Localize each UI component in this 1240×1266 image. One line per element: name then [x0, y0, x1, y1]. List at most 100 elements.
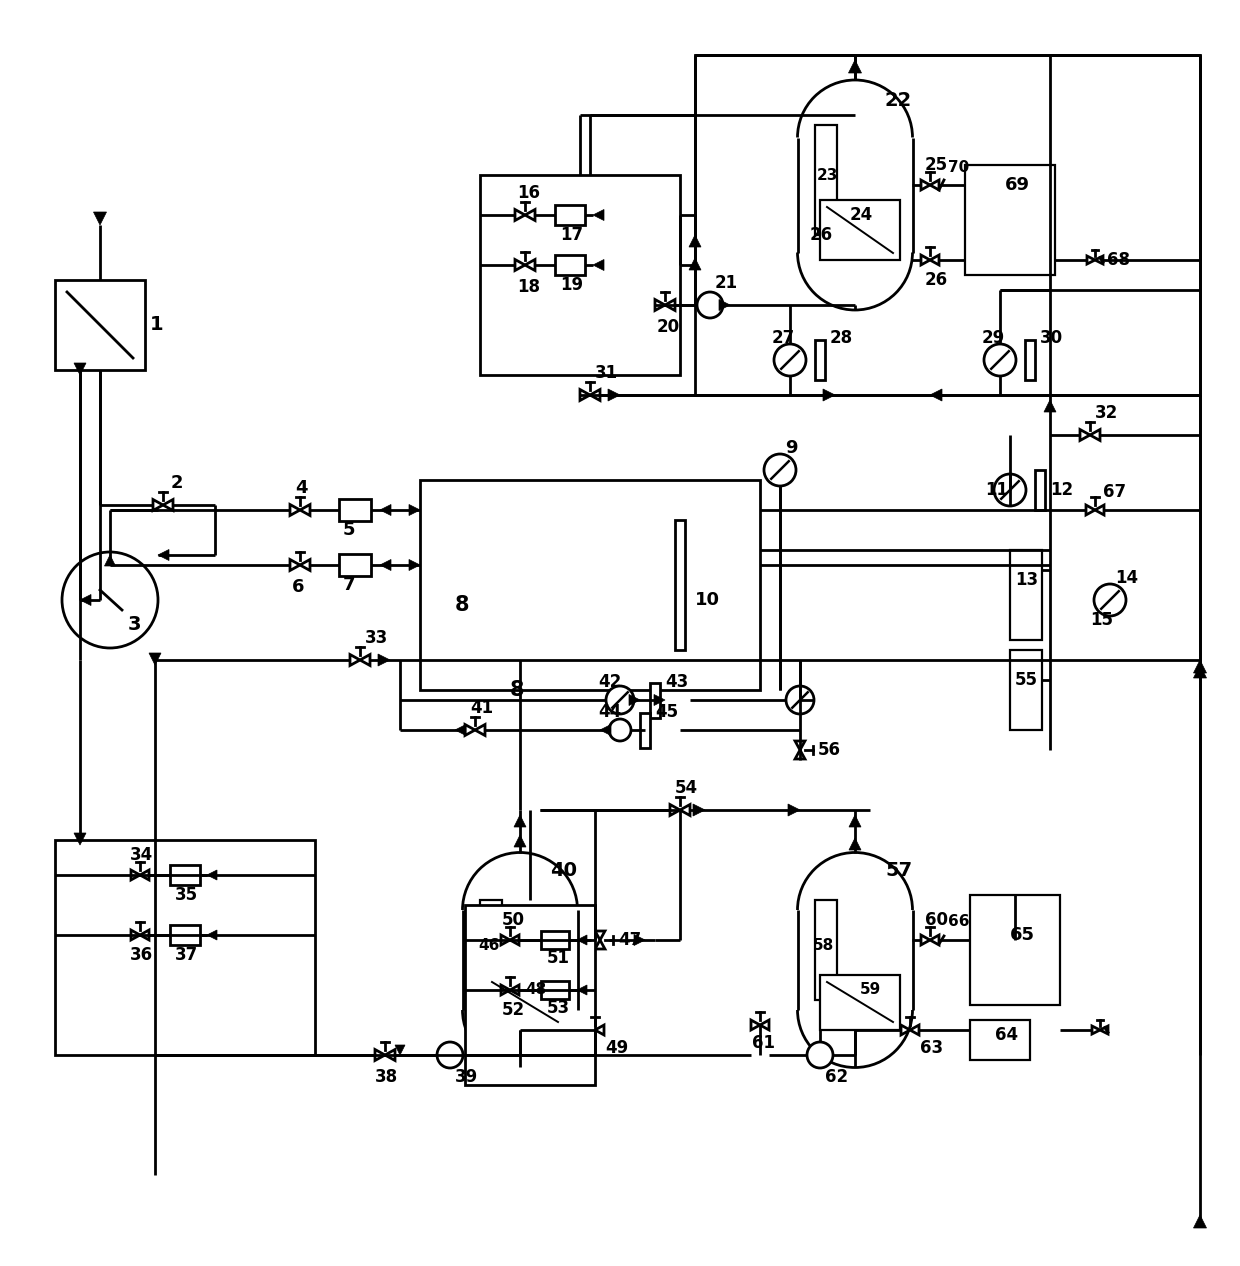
Polygon shape	[74, 833, 86, 844]
Text: 63: 63	[920, 1039, 944, 1057]
Polygon shape	[131, 931, 140, 939]
Text: 64: 64	[994, 1025, 1018, 1044]
Polygon shape	[751, 1020, 760, 1031]
Bar	[815, 341, 825, 380]
Polygon shape	[455, 724, 466, 736]
Polygon shape	[515, 836, 526, 847]
Polygon shape	[207, 870, 217, 880]
Polygon shape	[930, 389, 942, 401]
Polygon shape	[795, 741, 805, 749]
Polygon shape	[593, 209, 604, 220]
Text: 29: 29	[982, 329, 1006, 347]
Text: 38: 38	[374, 1069, 398, 1086]
Circle shape	[606, 686, 634, 714]
Bar	[820, 975, 900, 1031]
Text: 8: 8	[510, 680, 525, 700]
Text: 44: 44	[598, 703, 621, 722]
Polygon shape	[1193, 1215, 1207, 1228]
Polygon shape	[374, 1050, 384, 1061]
Bar	[541, 931, 569, 950]
Text: 21: 21	[715, 273, 738, 292]
Text: 53: 53	[547, 999, 570, 1017]
Text: 66: 66	[949, 914, 970, 929]
Bar	[650, 682, 660, 718]
Polygon shape	[153, 500, 162, 510]
Bar	[694, 54, 1200, 395]
Circle shape	[62, 552, 157, 648]
Bar	[965, 165, 1055, 275]
Text: 9: 9	[785, 439, 797, 457]
Text: 2: 2	[171, 473, 184, 492]
Polygon shape	[600, 724, 611, 736]
Bar	[1025, 341, 1035, 380]
Text: 50: 50	[502, 912, 525, 929]
Polygon shape	[140, 931, 149, 939]
Polygon shape	[300, 504, 310, 515]
Bar	[556, 205, 585, 225]
Text: 43: 43	[665, 674, 688, 691]
Polygon shape	[629, 695, 640, 705]
Polygon shape	[93, 211, 107, 225]
Polygon shape	[515, 815, 526, 827]
Text: 34: 34	[130, 846, 154, 863]
Circle shape	[436, 1042, 463, 1069]
Text: 51: 51	[547, 950, 570, 967]
Text: 17: 17	[560, 227, 583, 244]
Polygon shape	[593, 260, 604, 271]
Polygon shape	[409, 504, 420, 515]
Polygon shape	[475, 724, 485, 736]
Text: 27: 27	[773, 329, 795, 347]
Text: 25: 25	[925, 156, 949, 173]
Polygon shape	[525, 209, 534, 220]
Polygon shape	[670, 804, 680, 815]
Bar	[675, 520, 684, 649]
Text: 56: 56	[818, 741, 841, 760]
Polygon shape	[1100, 1025, 1109, 1034]
Bar	[1035, 470, 1045, 510]
Polygon shape	[1086, 505, 1095, 515]
Polygon shape	[1087, 256, 1095, 265]
Text: 14: 14	[1115, 568, 1138, 587]
Polygon shape	[849, 815, 861, 827]
Polygon shape	[1095, 256, 1104, 265]
Text: 7: 7	[343, 576, 356, 594]
Circle shape	[985, 344, 1016, 376]
Polygon shape	[378, 655, 391, 666]
Bar	[640, 713, 650, 747]
Text: 3: 3	[128, 615, 141, 634]
Text: 11: 11	[985, 481, 1008, 499]
Polygon shape	[760, 1020, 769, 1031]
Polygon shape	[290, 504, 300, 515]
Polygon shape	[595, 1025, 604, 1034]
Text: 12: 12	[1050, 481, 1073, 499]
Polygon shape	[910, 1025, 919, 1034]
Polygon shape	[525, 260, 534, 271]
Bar	[815, 900, 837, 1000]
Text: 54: 54	[675, 779, 698, 798]
Circle shape	[609, 719, 631, 741]
Text: 26: 26	[925, 271, 949, 289]
Text: 23: 23	[817, 167, 838, 182]
Polygon shape	[1092, 1025, 1100, 1034]
Bar	[541, 981, 569, 999]
Text: 24: 24	[849, 206, 873, 224]
Text: 36: 36	[130, 946, 153, 963]
Text: 40: 40	[551, 861, 577, 880]
Circle shape	[994, 473, 1025, 506]
Text: 61: 61	[751, 1034, 775, 1052]
Text: 31: 31	[595, 365, 618, 382]
Polygon shape	[1044, 400, 1056, 411]
Text: 57: 57	[885, 861, 913, 880]
Polygon shape	[689, 235, 701, 247]
Polygon shape	[930, 254, 939, 265]
Polygon shape	[515, 209, 525, 220]
Text: 62: 62	[825, 1069, 848, 1086]
Polygon shape	[1193, 665, 1207, 679]
Polygon shape	[162, 500, 174, 510]
Bar	[170, 865, 200, 885]
Polygon shape	[140, 870, 149, 880]
Text: 68: 68	[1107, 251, 1130, 268]
Text: 69: 69	[1004, 176, 1030, 194]
Polygon shape	[1193, 660, 1207, 674]
Polygon shape	[577, 985, 587, 995]
